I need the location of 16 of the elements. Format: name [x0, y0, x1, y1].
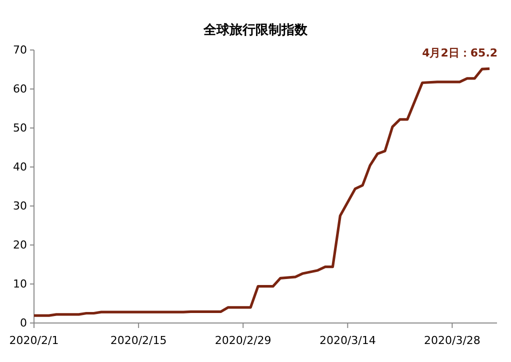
line-series [32, 67, 491, 317]
y-tick-label: 70 [13, 44, 27, 57]
chart-title: 全球旅行限制指数 [202, 22, 308, 38]
y-tick-label: 60 [13, 82, 27, 96]
y-tick-label: 10 [13, 278, 27, 291]
y-tick-label: 30 [13, 200, 27, 213]
x-tick-label: 2020/3/28 [424, 334, 480, 348]
y-tick-label: 40 [13, 160, 27, 174]
y-tick-label: 20 [13, 238, 27, 252]
annotation: 4月2日：65.2 [422, 46, 498, 60]
x-tick-label: 2020/2/1 [9, 334, 59, 348]
x-tick-label: 2020/2/29 [214, 334, 272, 348]
y-tick-label: 50 [13, 122, 27, 135]
x-tick-label: 2020/3/14 [319, 334, 376, 348]
y-tick-label: 0 [20, 316, 27, 330]
x-tick-label: 2020/2/15 [110, 334, 167, 348]
